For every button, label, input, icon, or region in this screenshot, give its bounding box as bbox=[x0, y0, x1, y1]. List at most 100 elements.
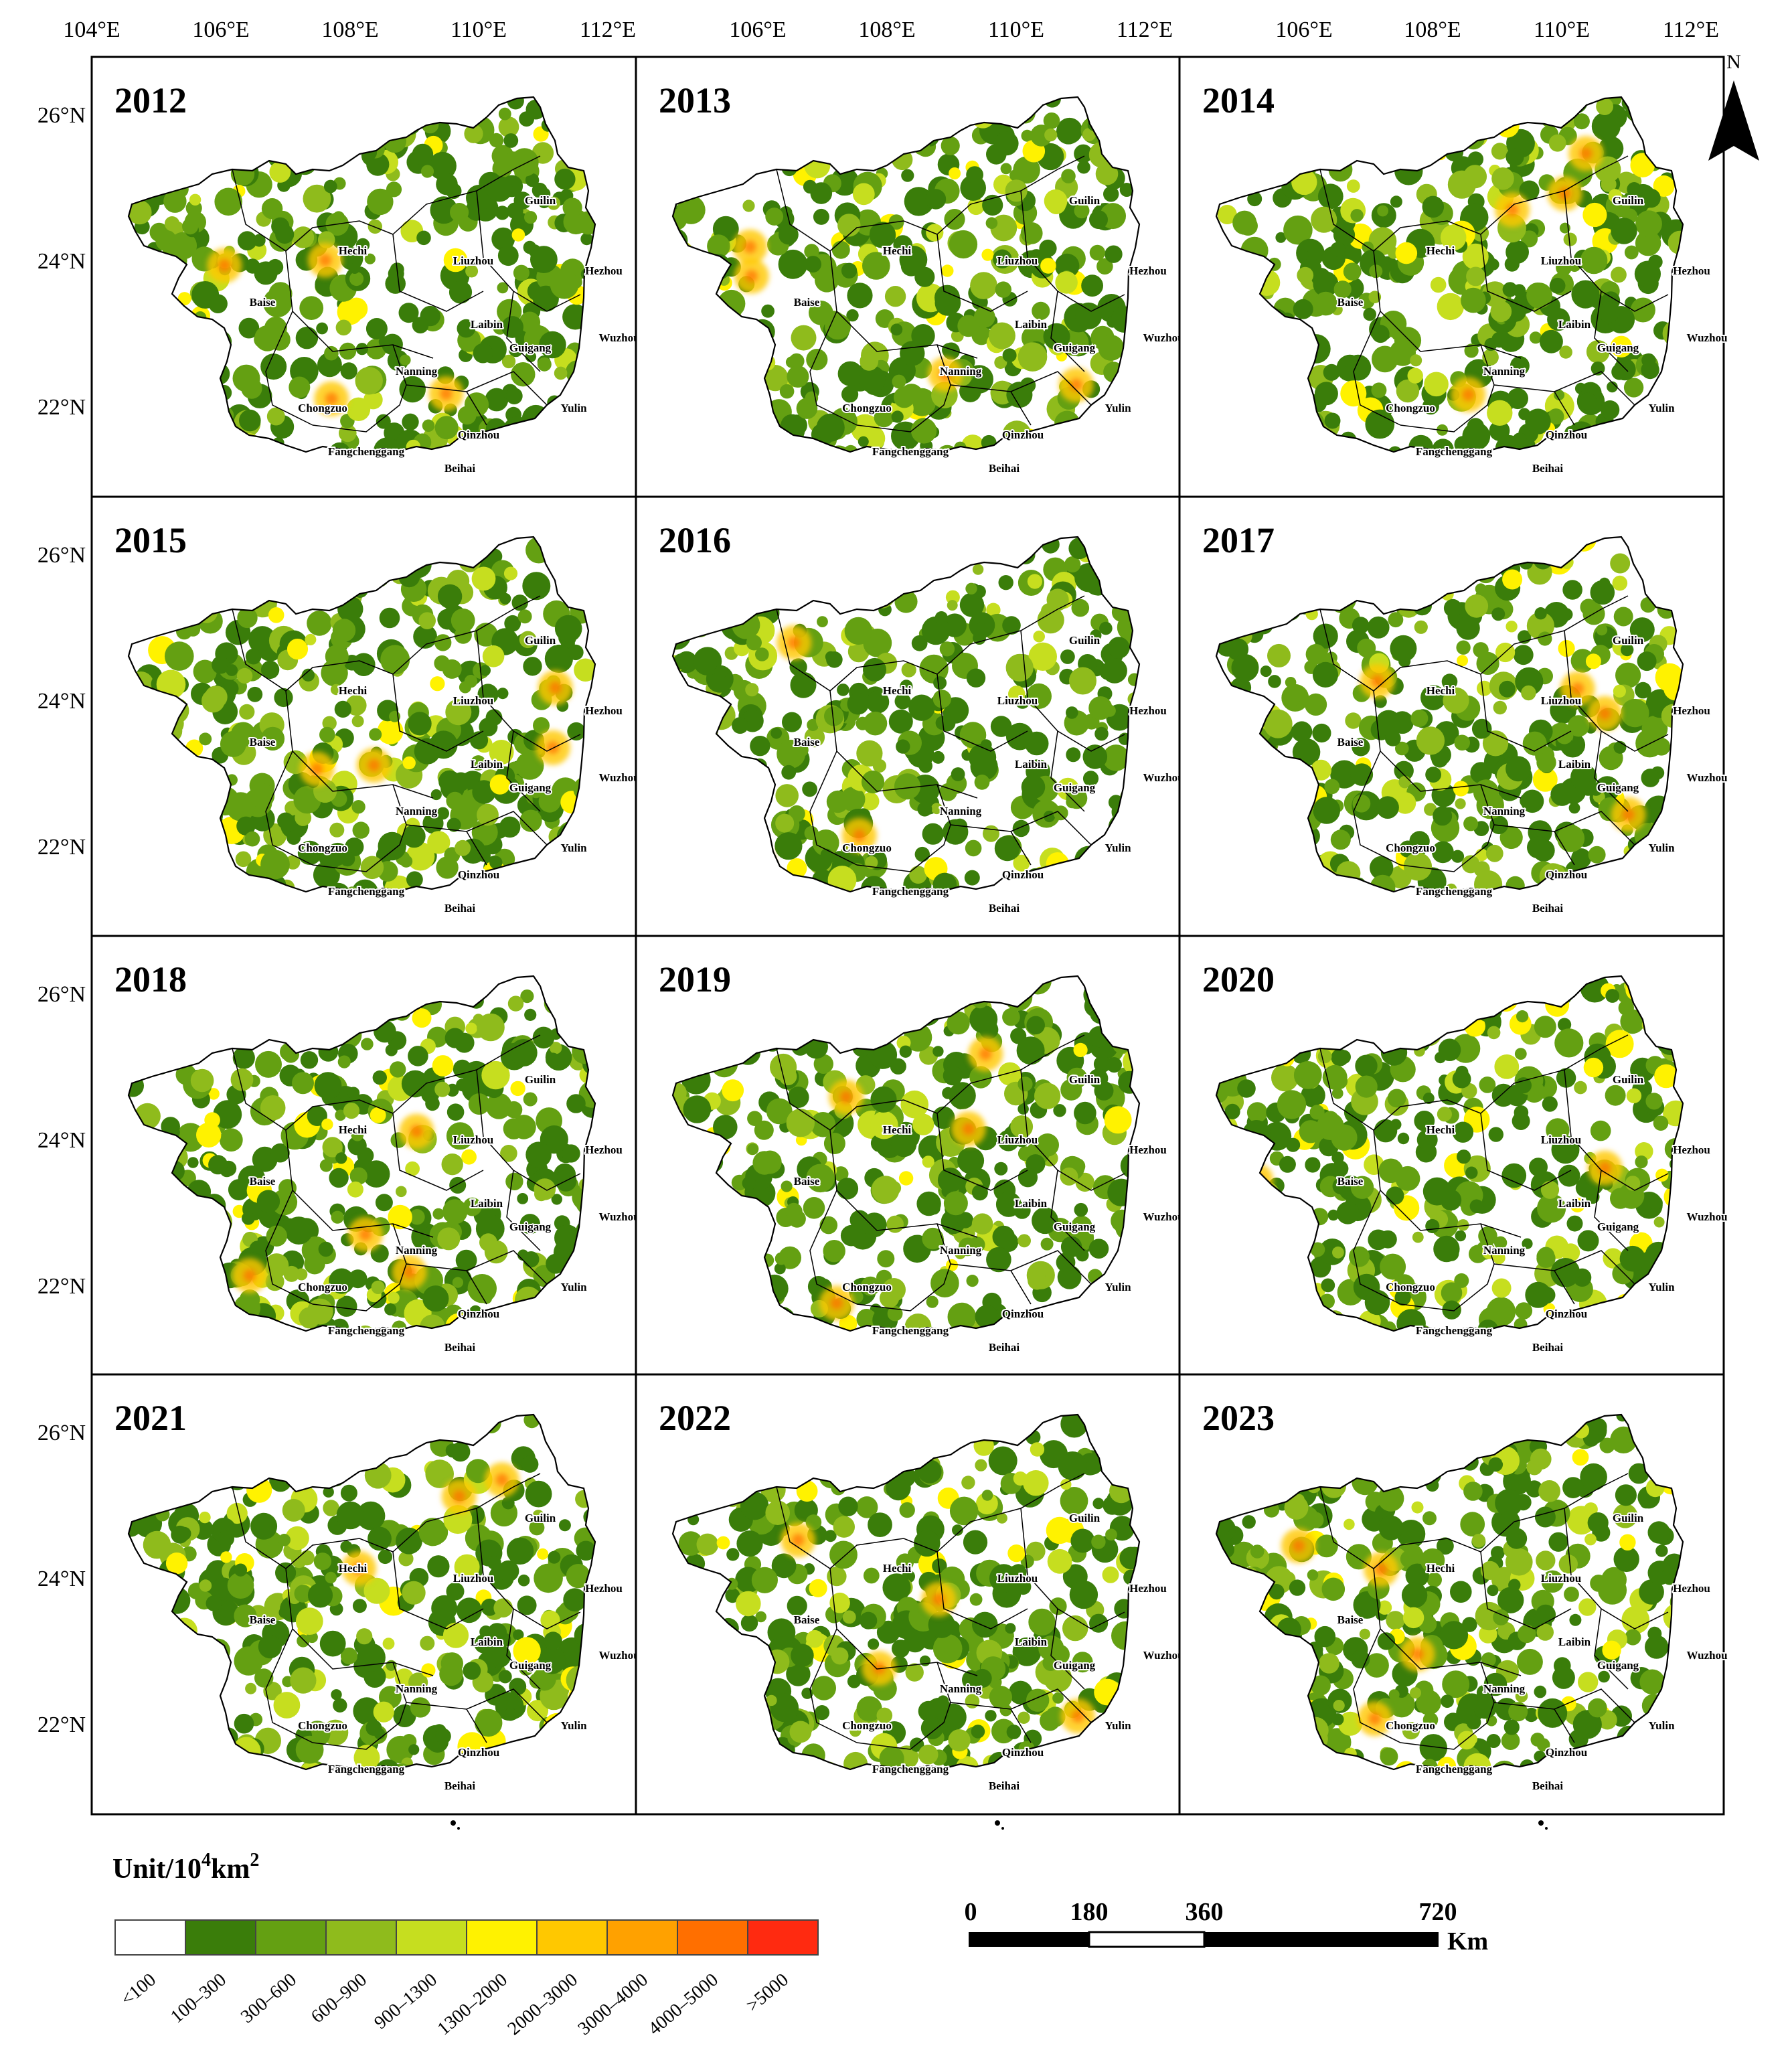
city-label: Guilin bbox=[1613, 634, 1644, 647]
year-label: 2017 bbox=[1202, 520, 1275, 560]
city-label: Laibin bbox=[1015, 318, 1048, 331]
city-label: Chongzuo bbox=[298, 1281, 347, 1293]
legend-swatch bbox=[255, 1919, 327, 1956]
city-label: Wuzhou bbox=[598, 1649, 639, 1662]
city-label: Beihai bbox=[989, 462, 1020, 475]
longitude-label: 104°E bbox=[63, 17, 120, 42]
city-label: Nanning bbox=[940, 805, 982, 817]
city-label: Chongzuo bbox=[298, 402, 347, 414]
legend-class-label: >5000 bbox=[742, 1970, 793, 2016]
city-label: Fangchenggang bbox=[872, 1324, 949, 1337]
legend-class-label: 4000–5000 bbox=[645, 1970, 722, 2040]
city-label: Baise bbox=[794, 1613, 820, 1626]
scale-label-720: 720 bbox=[1419, 1898, 1457, 1926]
city-label: Liuzhou bbox=[1541, 694, 1581, 707]
legend-swatch bbox=[536, 1919, 608, 1956]
city-label: Nanning bbox=[1483, 805, 1526, 817]
city-label: Liuzhou bbox=[997, 254, 1038, 267]
city-label: Fangchenggang bbox=[1416, 445, 1493, 458]
city-label: Laibin bbox=[1558, 318, 1591, 331]
city-label: Baise bbox=[1337, 736, 1364, 748]
latitude-label: 24°N bbox=[37, 249, 86, 274]
city-label: Hezhou bbox=[585, 1143, 623, 1156]
city-label: Wuzhou bbox=[1686, 1649, 1727, 1662]
city-boundaries bbox=[776, 155, 1125, 432]
city-label: Baise bbox=[1337, 296, 1364, 309]
city-label: Hechi bbox=[1427, 244, 1455, 257]
legend-swatch bbox=[325, 1919, 397, 1956]
map-panel-2018: Guilin Hechi Liuzhou Hezhou Baise Laibin Wuzho… bbox=[90, 935, 641, 1391]
city-label: Wuzhou bbox=[1143, 771, 1184, 784]
legend-swatch bbox=[114, 1919, 186, 1956]
longitude-label: 112°E bbox=[580, 17, 636, 42]
city-label: Guigang bbox=[1054, 781, 1096, 794]
city-label: Yulin bbox=[1648, 842, 1675, 854]
city-label: Laibin bbox=[1558, 1197, 1591, 1210]
city-label: Qinzhou bbox=[1002, 428, 1044, 441]
city-boundaries bbox=[776, 595, 1125, 872]
city-label: Fangchenggang bbox=[328, 1763, 405, 1775]
map-panel-2021: Guilin Hechi Liuzhou Hezhou Baise Laibin Wuzho… bbox=[90, 1373, 641, 1830]
city-boundaries bbox=[232, 1473, 581, 1750]
city-label: Yulin bbox=[1648, 402, 1675, 414]
city-label: Guilin bbox=[1069, 194, 1101, 207]
city-label: Liuzhou bbox=[997, 1133, 1038, 1146]
longitude-label: 110°E bbox=[451, 17, 507, 42]
latitude-label: 22°N bbox=[37, 1713, 86, 1737]
city-label: Beihai bbox=[444, 1779, 476, 1792]
city-label: Laibin bbox=[471, 1197, 503, 1210]
city-label: Qinzhou bbox=[1002, 1746, 1044, 1759]
city-label: Chongzuo bbox=[842, 1719, 892, 1732]
city-label: Beihai bbox=[444, 1341, 476, 1354]
scale-segment-2 bbox=[1088, 1931, 1206, 1948]
latitude-label: 26°N bbox=[37, 103, 86, 128]
city-label: Liuzhou bbox=[453, 694, 493, 707]
city-label: Nanning bbox=[940, 365, 982, 378]
city-label: Beihai bbox=[1532, 1779, 1564, 1792]
city-label: Liuzhou bbox=[453, 1572, 493, 1585]
city-label: Beihai bbox=[1532, 902, 1564, 914]
map-panel-2015: Guilin Hechi Liuzhou Hezhou Baise Laibin Wuzho… bbox=[90, 495, 641, 952]
legend-class-label: 600–900 bbox=[307, 1970, 371, 2028]
city-label: Guilin bbox=[525, 194, 556, 207]
legend-class-label: <100 bbox=[117, 1970, 160, 2010]
year-label: 2012 bbox=[114, 80, 187, 121]
scale-bar: 0 180 360 720 Km bbox=[965, 1898, 1489, 1956]
scale-segment-3 bbox=[1204, 1932, 1439, 1947]
year-label: 2015 bbox=[114, 520, 187, 560]
city-label: Chongzuo bbox=[298, 842, 347, 854]
city-label: Baise bbox=[1337, 1175, 1364, 1188]
longitude-label: 112°E bbox=[1663, 17, 1719, 42]
city-label: Fangchenggang bbox=[328, 1324, 405, 1337]
city-label: Baise bbox=[794, 1175, 820, 1188]
latitude-label: 26°N bbox=[37, 1421, 86, 1445]
city-label: Nanning bbox=[396, 1244, 438, 1257]
city-label: Nanning bbox=[940, 1682, 982, 1695]
city-label: Wuzhou bbox=[598, 1210, 639, 1223]
city-label: Qinzhou bbox=[1546, 1307, 1587, 1320]
city-label: Wuzhou bbox=[1143, 1649, 1184, 1662]
city-label: Baise bbox=[794, 736, 820, 748]
city-label: Hezhou bbox=[1673, 1582, 1710, 1595]
city-label: Hezhou bbox=[1129, 1582, 1167, 1595]
city-label: Hezhou bbox=[585, 1582, 623, 1595]
city-label: Laibin bbox=[1558, 758, 1591, 771]
city-label: Liuzhou bbox=[1541, 1133, 1581, 1146]
north-arrow-icon: N bbox=[1708, 51, 1759, 161]
city-label: Baise bbox=[1337, 1613, 1364, 1626]
latitude-label: 22°N bbox=[37, 395, 86, 420]
city-label: Chongzuo bbox=[842, 1281, 892, 1293]
latitude-label: 22°N bbox=[37, 1274, 86, 1299]
city-label: Nanning bbox=[396, 1682, 438, 1695]
scale-segment-1 bbox=[969, 1932, 1089, 1947]
city-label: Guilin bbox=[1069, 634, 1101, 647]
city-label: Baise bbox=[794, 296, 820, 309]
city-label: Hechi bbox=[883, 244, 912, 257]
city-label: Guilin bbox=[525, 1512, 556, 1524]
city-label: Guigang bbox=[1054, 1659, 1096, 1672]
city-label: Laibin bbox=[1558, 1636, 1591, 1648]
city-label: Guilin bbox=[1613, 1512, 1644, 1524]
city-label: Yulin bbox=[1105, 1719, 1131, 1732]
city-label: Liuzhou bbox=[997, 694, 1038, 707]
